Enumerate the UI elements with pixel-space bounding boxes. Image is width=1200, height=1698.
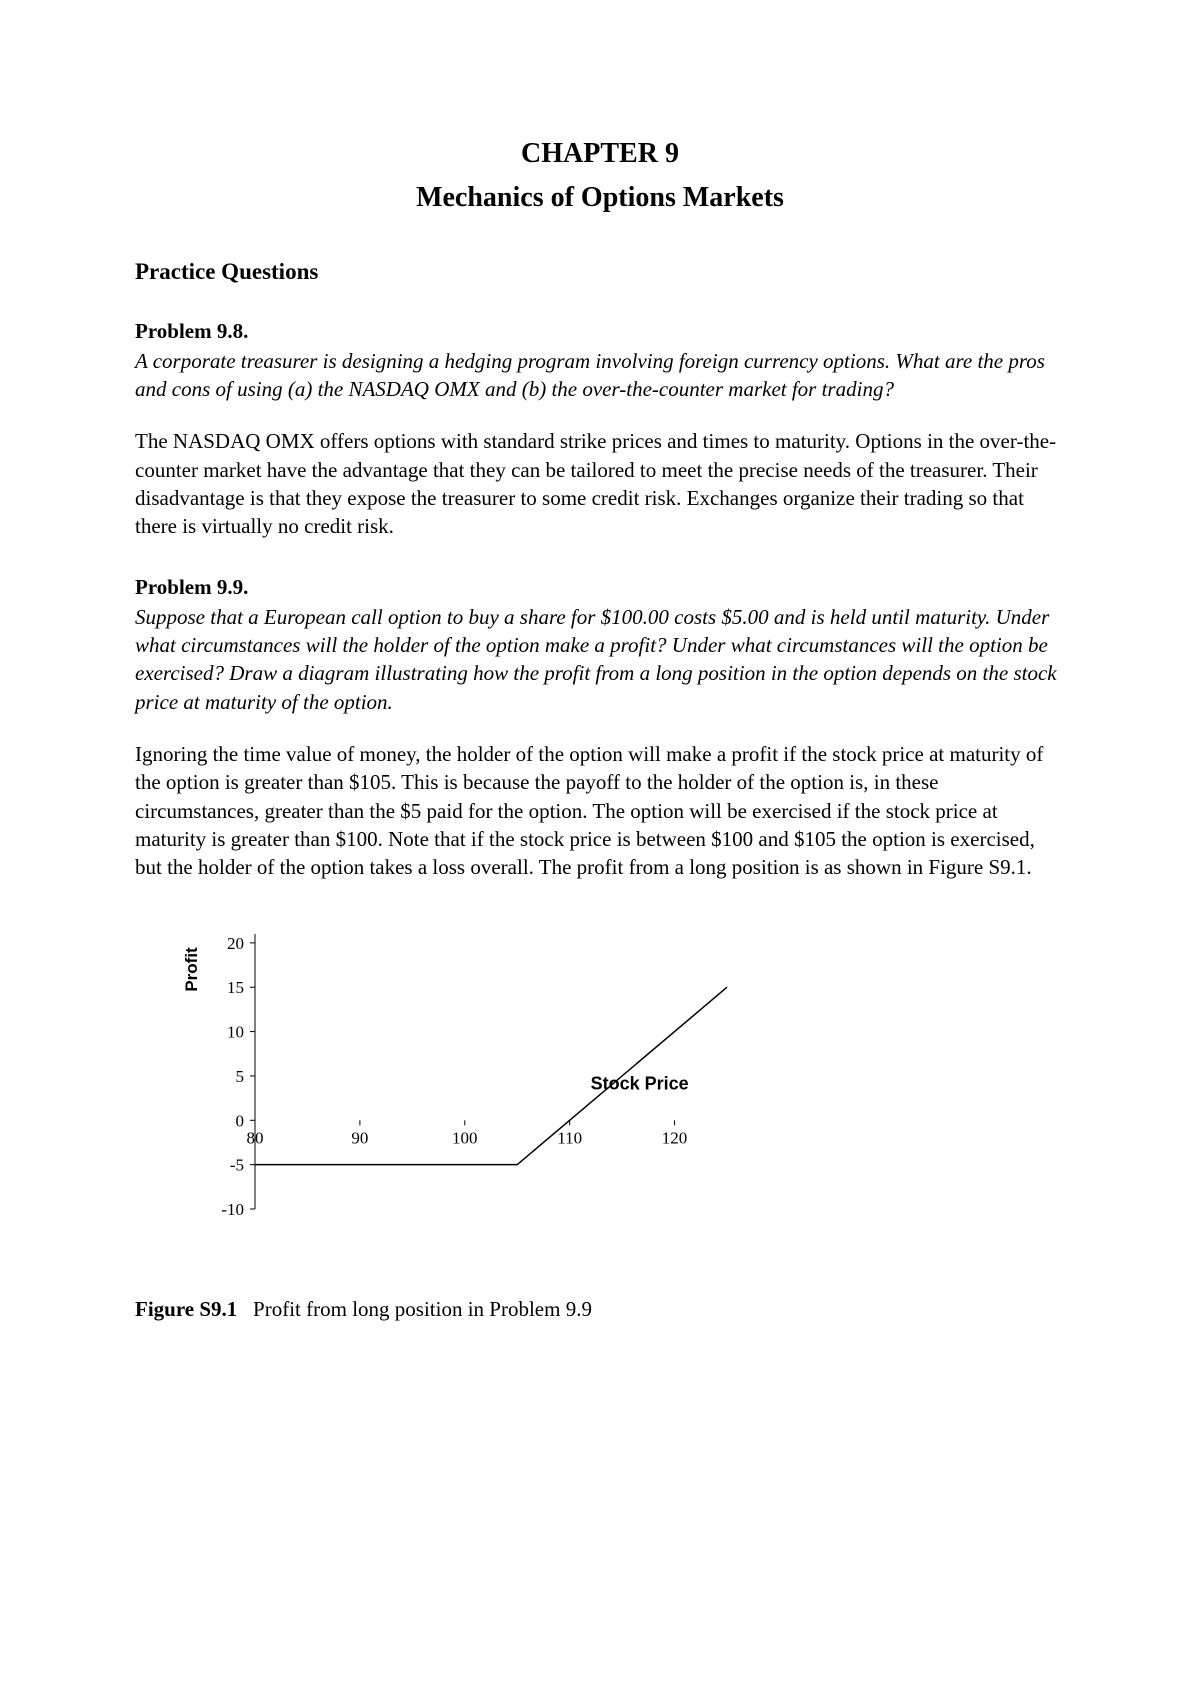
chapter-subtitle: Mechanics of Options Markets (135, 179, 1065, 217)
section-heading: Practice Questions (135, 259, 1065, 285)
figure-caption-text: Profit from long position in Problem 9.9 (253, 1297, 592, 1321)
problem-block: Problem 9.8. A corporate treasurer is de… (135, 319, 1065, 541)
problem-title: Problem 9.8. (135, 319, 1065, 344)
problem-question: A corporate treasurer is designing a hed… (135, 347, 1065, 404)
problem-title: Problem 9.9. (135, 575, 1065, 600)
svg-text:0: 0 (236, 1111, 245, 1130)
svg-text:120: 120 (662, 1128, 688, 1147)
chapter-heading: CHAPTER 9 (135, 135, 1065, 173)
figure-caption: Figure S9.1 Profit from long position in… (135, 1297, 1065, 1322)
svg-text:100: 100 (452, 1128, 478, 1147)
problem-block: Problem 9.9. Suppose that a European cal… (135, 575, 1065, 882)
svg-text:5: 5 (236, 1067, 245, 1086)
svg-text:10: 10 (227, 1022, 244, 1041)
figure-label: Figure S9.1 (135, 1297, 237, 1321)
svg-text:Profit: Profit (182, 947, 201, 992)
svg-text:15: 15 (227, 978, 244, 997)
chart-svg: -10-5051015208090100110120ProfitStock Pr… (160, 922, 780, 1232)
problem-question: Suppose that a European call option to b… (135, 603, 1065, 716)
problem-answer: Ignoring the time value of money, the ho… (135, 740, 1065, 882)
svg-text:-10: -10 (221, 1200, 244, 1219)
svg-text:20: 20 (227, 934, 244, 953)
svg-text:90: 90 (351, 1128, 368, 1147)
svg-text:110: 110 (557, 1128, 582, 1147)
problem-answer: The NASDAQ OMX offers options with stand… (135, 427, 1065, 540)
svg-text:-5: -5 (230, 1155, 244, 1174)
svg-text:80: 80 (247, 1128, 264, 1147)
profit-chart: -10-5051015208090100110120ProfitStock Pr… (160, 922, 1065, 1237)
